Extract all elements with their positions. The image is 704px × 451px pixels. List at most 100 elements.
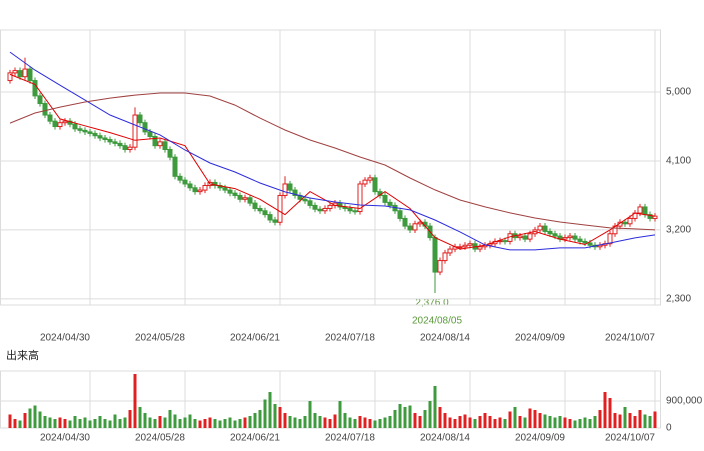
candle-body: [247, 197, 253, 204]
candle-body: [122, 145, 128, 150]
candle-body: [607, 233, 613, 245]
candle-body: [552, 233, 558, 237]
volume-bar: [623, 407, 627, 428]
volume-bar: [413, 413, 417, 428]
candle-body: [242, 197, 248, 200]
volume-bar: [463, 414, 467, 428]
candle-body: [407, 225, 413, 231]
volume-bar: [28, 408, 32, 428]
volume-bar: [433, 386, 437, 428]
candle-body: [127, 146, 133, 150]
candle-body: [307, 200, 313, 206]
candle-body: [637, 206, 643, 214]
volume-bar: [323, 417, 327, 428]
candle-body: [152, 135, 158, 147]
candle-body: [322, 207, 328, 212]
volume-bar: [368, 419, 372, 428]
volume-bar: [333, 414, 337, 428]
candle-body: [237, 194, 243, 200]
volume-bar: [378, 419, 382, 428]
volume-bar: [103, 419, 107, 428]
volume-bar: [38, 411, 42, 428]
candle-body: [107, 139, 113, 143]
candle-body: [187, 183, 193, 189]
candle-body: [227, 189, 233, 194]
volume-bar: [133, 374, 137, 428]
moving-average-line: [9, 73, 656, 250]
candle-body: [17, 70, 23, 78]
volume-bar: [383, 417, 387, 428]
candle-body: [357, 183, 363, 213]
volume-bar: [228, 417, 232, 428]
volume-bar: [553, 417, 557, 428]
candle-body: [467, 243, 473, 246]
volume-bar: [223, 419, 227, 428]
candle-body: [177, 175, 183, 181]
volume-bar: [123, 417, 127, 428]
volume-bar: [313, 413, 317, 428]
x-tick-label: 2024/10/07: [605, 333, 655, 344]
candle-body: [622, 221, 628, 225]
candle-body: [627, 217, 633, 225]
volume-bar: [203, 419, 207, 428]
volume-bar: [198, 420, 202, 428]
candle-body: [447, 248, 453, 254]
candle-body: [547, 230, 553, 235]
volume-bar: [393, 410, 397, 428]
volume-bar: [508, 411, 512, 428]
volume-title: 出来高: [6, 348, 39, 362]
volume-x-tick-label: 2024/09/09: [515, 433, 565, 444]
volume-bar: [53, 419, 57, 428]
candle-body: [442, 252, 448, 262]
candle-body: [27, 68, 33, 82]
candle-body: [232, 192, 238, 196]
volume-bar: [273, 404, 277, 428]
volume-x-tick-label: 2024/04/30: [40, 433, 90, 444]
candle-body: [262, 210, 268, 216]
volume-bar: [33, 405, 37, 428]
volume-bar: [238, 419, 242, 428]
candle-body: [567, 235, 573, 239]
volume-bar: [528, 408, 532, 428]
volume-bar: [418, 416, 422, 428]
candle-body: [287, 183, 293, 191]
candle-body: [517, 235, 523, 239]
volume-bar: [303, 416, 307, 428]
volume-bar: [213, 419, 217, 428]
candle-body: [147, 131, 153, 137]
candle-body: [77, 128, 83, 131]
volume-bar: [263, 399, 267, 428]
volume-bar: [293, 417, 297, 428]
x-tick-label: 2024/06/21: [230, 333, 280, 344]
volume-bar: [148, 417, 152, 428]
candle-body: [12, 70, 18, 74]
candle-body: [292, 189, 298, 196]
candle-body: [477, 246, 483, 250]
volume-bar: [88, 420, 92, 428]
volume-bar: [573, 420, 577, 428]
volume-bar: [653, 411, 657, 428]
candle-body: [112, 141, 118, 144]
candle-body: [87, 131, 93, 134]
candle-body: [72, 123, 78, 130]
volume-bar: [633, 416, 637, 428]
candle-body: [587, 242, 593, 246]
candle-body: [582, 240, 588, 244]
candle-body: [57, 122, 63, 128]
volume-bar: [403, 407, 407, 428]
plot-frame: [0, 29, 661, 306]
volume-bar: [648, 416, 652, 428]
volume-bar: [468, 417, 472, 428]
volume-bar: [318, 416, 322, 428]
candle-body: [642, 206, 648, 216]
candle-body: [222, 187, 228, 191]
candle-body: [137, 114, 143, 124]
candle-body: [42, 103, 48, 116]
volume-bar: [253, 413, 257, 428]
moving-average-line: [9, 92, 656, 231]
candle-body: [32, 80, 38, 97]
candle-body: [7, 72, 13, 82]
volume-bar: [153, 419, 157, 428]
volume-bar: [283, 413, 287, 428]
volume-bar: [138, 407, 142, 428]
